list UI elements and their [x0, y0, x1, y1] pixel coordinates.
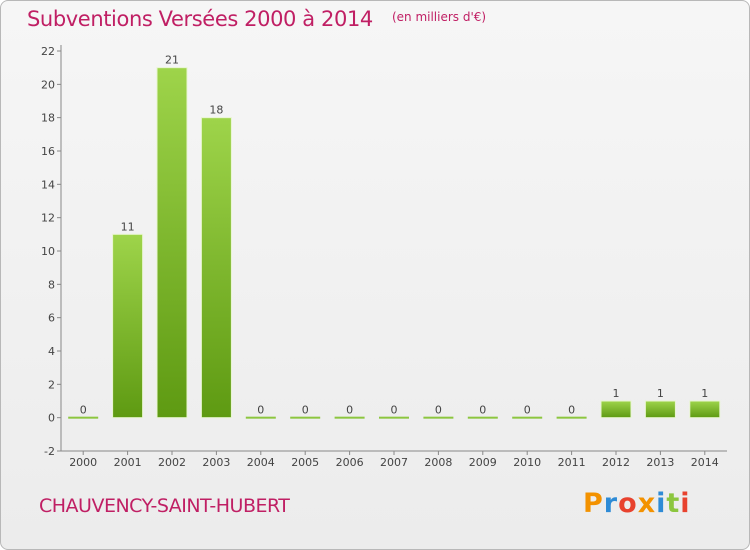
data-label: 0: [346, 404, 353, 417]
x-tick-label: 2003: [202, 456, 230, 469]
x-tick-label: 2006: [336, 456, 364, 469]
bar: [379, 416, 409, 419]
bar: [112, 233, 144, 419]
bar: [512, 416, 543, 419]
bar: [68, 416, 99, 419]
data-label: 0: [479, 404, 486, 417]
bar: [245, 416, 276, 419]
x-tick-label: 2011: [558, 456, 586, 469]
y-tick-label: 12: [41, 212, 55, 225]
data-label: 0: [524, 404, 531, 417]
y-tick-label: 8: [48, 278, 55, 291]
x-tick-label: 2002: [158, 456, 186, 469]
y-tick-label: 6: [48, 312, 55, 325]
x-tick-label: 2004: [247, 456, 275, 469]
location-name: CHAUVENCY-SAINT-HUBERT: [39, 495, 290, 517]
chart-subtitle: (en milliers d'€): [391, 10, 487, 24]
data-label: 0: [391, 404, 398, 417]
logo-letter: r: [603, 488, 619, 519]
data-label: 0: [257, 404, 264, 417]
bar: [156, 67, 188, 419]
bar: [467, 416, 498, 419]
y-tick-label: -2: [44, 445, 55, 458]
bar: [689, 400, 721, 419]
x-tick-label: 2013: [646, 456, 674, 469]
x-tick-label: 2014: [691, 456, 719, 469]
proxiti-logo[interactable]: Proxiti: [583, 488, 691, 519]
y-tick-label: 20: [41, 78, 55, 91]
bar: [423, 416, 454, 419]
x-tick-label: 2010: [513, 456, 541, 469]
x-tick-label: 2001: [114, 456, 142, 469]
logo-letter: x: [637, 488, 657, 519]
x-tick-label: 2000: [69, 456, 97, 469]
data-label: 21: [165, 54, 179, 67]
chart-title: Subventions Versées 2000 à 2014: [27, 7, 373, 31]
logo-letter: o: [618, 488, 638, 519]
y-tick-label: 2: [48, 378, 55, 391]
bar: [556, 416, 587, 419]
bar: [334, 416, 365, 419]
logo-letter: i: [680, 488, 691, 519]
logo-letter: i: [656, 488, 667, 519]
y-tick-label: 18: [41, 112, 55, 125]
x-tick-label: 2005: [291, 456, 319, 469]
bar: [290, 416, 321, 419]
data-label: 0: [80, 404, 87, 417]
data-label: 0: [302, 404, 309, 417]
y-tick-label: 10: [41, 245, 55, 258]
y-tick-label: 14: [41, 178, 55, 191]
bar: [644, 400, 676, 419]
bar: [600, 400, 632, 419]
x-tick-label: 2008: [424, 456, 452, 469]
x-tick-label: 2012: [602, 456, 630, 469]
data-label: 18: [209, 104, 223, 117]
chart-header: Subventions Versées 2000 à 2014 (en mill…: [27, 7, 486, 31]
bar: [200, 117, 232, 419]
data-label: 1: [657, 387, 664, 400]
logo-letter: t: [666, 488, 681, 519]
x-tick-label: 2007: [380, 456, 408, 469]
y-tick-label: 22: [41, 45, 55, 58]
y-tick-label: 4: [48, 345, 55, 358]
data-label: 1: [613, 387, 620, 400]
y-tick-label: 16: [41, 145, 55, 158]
data-label: 1: [701, 387, 708, 400]
data-label: 11: [121, 220, 135, 233]
data-label: 0: [435, 404, 442, 417]
y-tick-label: 0: [48, 412, 55, 425]
x-tick-label: 2009: [469, 456, 497, 469]
data-label: 0: [568, 404, 575, 417]
logo-letter: P: [583, 488, 604, 519]
